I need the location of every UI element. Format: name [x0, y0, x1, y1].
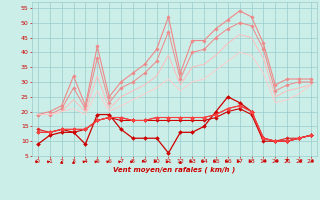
X-axis label: Vent moyen/en rafales ( km/h ): Vent moyen/en rafales ( km/h ) [113, 166, 236, 173]
